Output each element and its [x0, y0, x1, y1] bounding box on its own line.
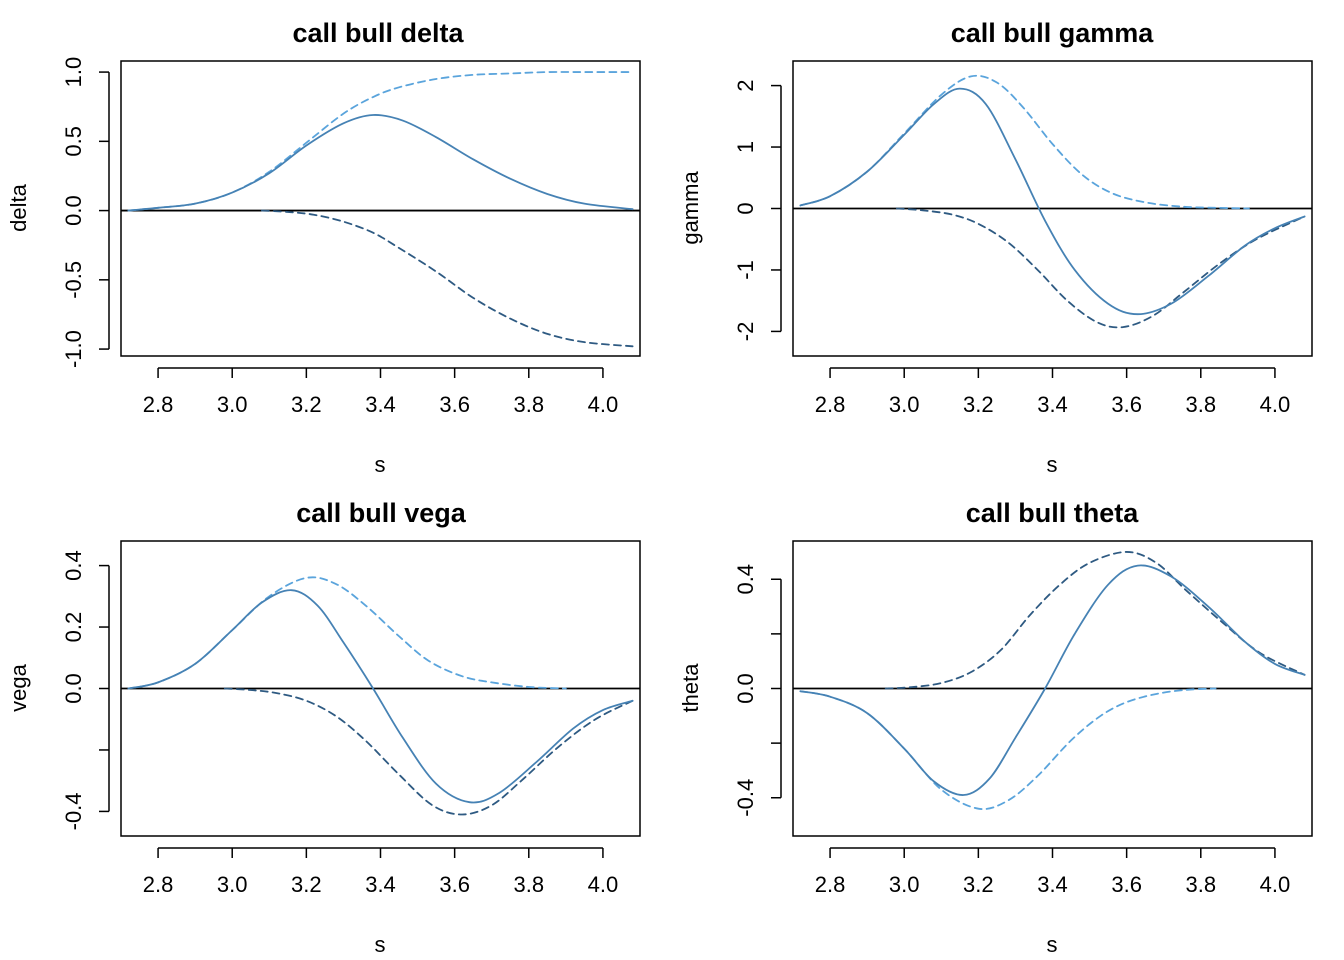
- y-tick-label: 0.2: [61, 612, 86, 643]
- plot-area: 2.8 3.0 3.2 3.4 3.6 3.8 4.0 -2 -1 0 1 2: [733, 60, 1313, 417]
- x-tick-label: 4.0: [1260, 392, 1291, 417]
- x-axis-label: s: [1047, 452, 1058, 477]
- x-tick-label: 2.8: [143, 872, 174, 897]
- series-line-dashed: [799, 74, 1250, 210]
- x-tick-label: 3.8: [1185, 392, 1216, 417]
- series-line-dashed: [127, 576, 567, 690]
- series-line-solid: [127, 114, 634, 212]
- series-line-solid: [127, 589, 634, 804]
- series-line-dashed: [884, 551, 1306, 690]
- y-tick-label: 0.0: [61, 195, 86, 226]
- panel-gamma: call bull gamma s gamma 2.8 3.0 3.2 3.4 3.6 3…: [678, 18, 1313, 477]
- y-tick-label: 0.4: [61, 550, 86, 581]
- x-tick-label: 3.6: [1111, 392, 1142, 417]
- x-tick-label: 2.8: [815, 872, 846, 897]
- y-tick-label: 1.0: [61, 57, 86, 88]
- x-tick-label: 3.6: [1111, 872, 1142, 897]
- x-tick-label: 2.8: [815, 392, 846, 417]
- x-tick-label: 3.2: [963, 872, 994, 897]
- y-tick-label: -0.4: [61, 792, 86, 830]
- x-axis-label: s: [375, 452, 386, 477]
- x-tick-label: 3.0: [217, 392, 248, 417]
- panel-title: call bull vega: [296, 498, 467, 528]
- y-tick-label: 0.0: [733, 673, 758, 704]
- plot-area: 2.8 3.0 3.2 3.4 3.6 3.8 4.0 -0.4 0.0 0.2 0.4: [61, 540, 641, 897]
- panel-theta: call bull theta s theta 2.8 3.0 3.2 3.4 3.6 3…: [678, 498, 1313, 957]
- x-tick-label: 3.8: [1185, 872, 1216, 897]
- y-tick-label: -2: [733, 322, 758, 342]
- x-tick-label: 4.0: [1260, 872, 1291, 897]
- series-line-dashed: [260, 209, 634, 348]
- y-tick-label: -0.5: [61, 261, 86, 299]
- y-tick-label: 0.4: [733, 564, 758, 595]
- y-tick-label: -0.4: [733, 779, 758, 817]
- y-tick-label: 1: [733, 141, 758, 153]
- x-tick-label: 3.6: [439, 872, 470, 897]
- y-tick-label: 2: [733, 79, 758, 91]
- series-line-dashed: [895, 207, 1306, 329]
- x-tick-label: 3.8: [513, 392, 544, 417]
- series-line-solid: [799, 87, 1306, 316]
- y-tick-label: -1: [733, 260, 758, 280]
- x-tick-label: 3.4: [365, 872, 396, 897]
- x-tick-label: 3.2: [963, 392, 994, 417]
- x-tick-label: 3.2: [291, 872, 322, 897]
- x-tick-label: 3.0: [889, 872, 920, 897]
- panel-vega: call bull vega s vega 2.8 3.0 3.2 3.4 3.6 3.8…: [6, 498, 641, 957]
- x-tick-label: 3.8: [513, 872, 544, 897]
- x-axis-label: s: [1047, 932, 1058, 957]
- panel-title: call bull delta: [292, 18, 464, 48]
- y-tick-label: 0: [733, 202, 758, 214]
- panel-delta: call bull delta s delta 2.8 3.0 3.2 3.4 3.6 3…: [6, 18, 641, 477]
- plot-area: 2.8 3.0 3.2 3.4 3.6 3.8 4.0 -0.4 0.0 0.4: [733, 540, 1313, 897]
- y-axis-label: theta: [678, 663, 703, 713]
- x-tick-label: 4.0: [588, 872, 619, 897]
- plot-frame: [120, 60, 641, 357]
- y-tick-label: -1.0: [61, 330, 86, 368]
- x-tick-label: 3.0: [889, 392, 920, 417]
- x-tick-label: 3.6: [439, 392, 470, 417]
- x-tick-label: 3.4: [1037, 872, 1068, 897]
- series-line-dashed: [127, 71, 634, 212]
- x-tick-label: 3.0: [217, 872, 248, 897]
- x-axis-label: s: [375, 932, 386, 957]
- x-tick-label: 2.8: [143, 392, 174, 417]
- x-tick-label: 3.2: [291, 392, 322, 417]
- x-tick-label: 3.4: [365, 392, 396, 417]
- panel-title: call bull gamma: [951, 18, 1155, 48]
- y-tick-label: 0.0: [61, 673, 86, 704]
- panel-title: call bull theta: [966, 498, 1140, 528]
- series-line-solid: [799, 564, 1306, 796]
- plot-area: 2.8 3.0 3.2 3.4 3.6 3.8 4.0 -1.0 -0.5 0.0 0.5 1.0: [61, 57, 641, 417]
- y-axis-label: vega: [6, 663, 31, 711]
- y-tick-label: 0.5: [61, 126, 86, 157]
- series-line-dashed: [223, 687, 634, 816]
- y-axis-label: delta: [6, 183, 31, 231]
- x-tick-label: 4.0: [588, 392, 619, 417]
- y-axis-label: gamma: [678, 171, 703, 245]
- x-tick-label: 3.4: [1037, 392, 1068, 417]
